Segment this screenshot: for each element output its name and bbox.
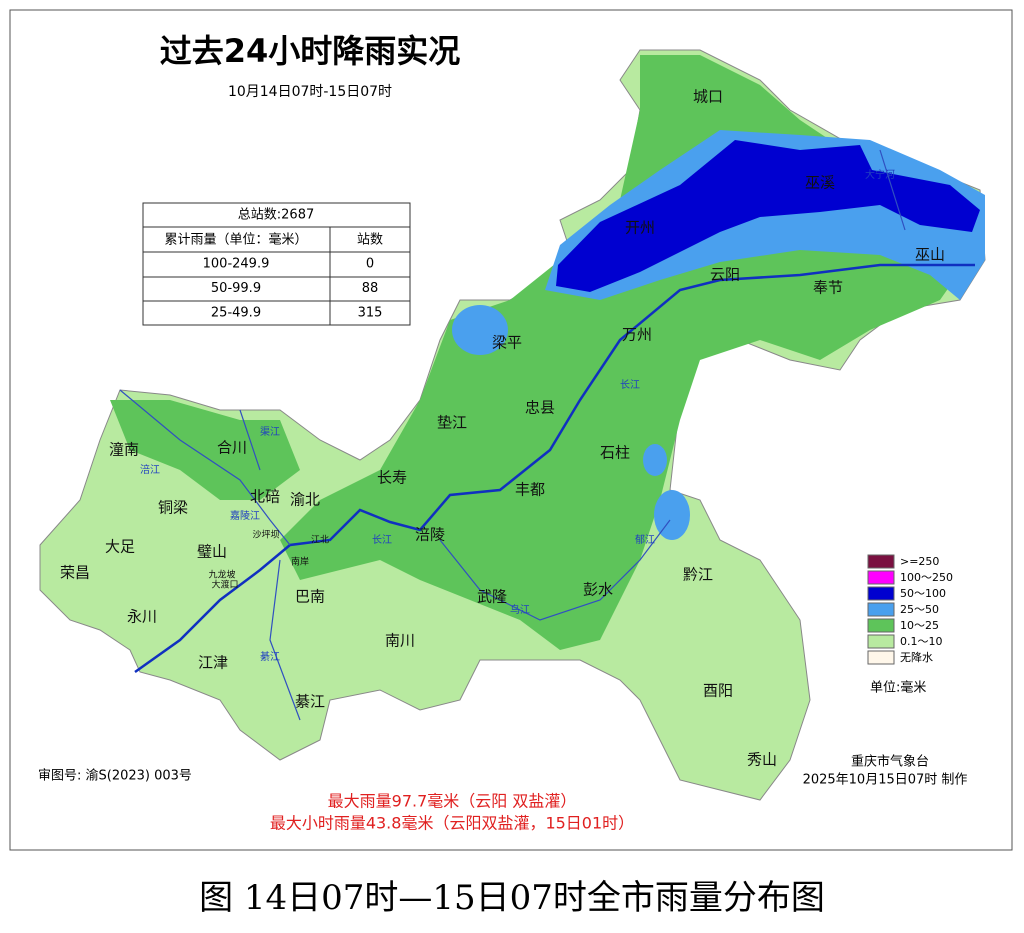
- legend-label: 50～100: [900, 587, 946, 600]
- legend-swatch: [867, 602, 895, 617]
- legend-label: 0.1～10: [900, 635, 943, 648]
- place-label: 潼南: [109, 441, 139, 459]
- place-label: 彭水: [583, 581, 613, 599]
- place-label: 涪陵: [415, 526, 445, 544]
- rain-10-25: [110, 400, 300, 500]
- river-label: 郁江: [635, 533, 655, 546]
- place-label: 合川: [217, 439, 247, 457]
- place-label: 秀山: [747, 751, 777, 769]
- legend-label: 无降水: [900, 650, 933, 664]
- title: 过去24小时降雨实况: [160, 32, 461, 70]
- place-label: 奉节: [813, 279, 843, 297]
- river-label: 长江: [372, 534, 392, 546]
- place-label: 江津: [198, 654, 228, 672]
- org: 重庆市气象台: [851, 754, 929, 770]
- place-label: 忠县: [525, 399, 555, 417]
- table-cell: 25-49.9: [211, 306, 261, 321]
- place-label: 璧山: [197, 543, 227, 561]
- made-time: 2025年10月15日07时 制作: [803, 773, 968, 788]
- legend-swatch: [867, 634, 895, 649]
- place-label: 万州: [622, 326, 652, 344]
- place-label: 巴南: [295, 588, 325, 606]
- river-label: 綦江: [260, 650, 280, 663]
- river-label: 渠江: [260, 426, 280, 438]
- place-label: 荣昌: [60, 564, 90, 582]
- rain-25-50: [452, 305, 508, 355]
- legend-swatch: [867, 554, 895, 569]
- place-label: 大渡口: [211, 579, 238, 591]
- place-label: 永川: [127, 608, 157, 626]
- max-rain: 最大雨量97.7毫米（云阳 双盐灌）: [328, 792, 577, 811]
- legend-swatch: [867, 650, 895, 665]
- place-label: 云阳: [710, 266, 740, 284]
- place-label: 丰都: [515, 481, 545, 499]
- place-label: 梁平: [492, 334, 522, 352]
- place-label: 黔江: [683, 566, 713, 584]
- legend-label: 10～25: [900, 619, 939, 632]
- place-label: 酉阳: [703, 682, 733, 700]
- place-label: 垫江: [437, 414, 467, 432]
- place-label: 武隆: [477, 588, 507, 606]
- table-header: 累计雨量（单位：毫米）: [164, 232, 307, 248]
- caption: 图 14日07时—15日07时全市雨量分布图: [199, 878, 825, 918]
- rain-25-50: [654, 490, 690, 540]
- river-label: 涪江: [140, 463, 160, 476]
- place-label: 铜梁: [158, 499, 188, 517]
- legend-label: 25～50: [900, 603, 939, 616]
- river: [119, 149, 906, 721]
- table-cell: 100-249.9: [203, 257, 270, 272]
- table-total: 总站数:2687: [238, 208, 314, 223]
- river: [134, 263, 975, 674]
- table-cell: 88: [362, 281, 379, 296]
- review-number: 审图号: 渝S(2023) 003号: [38, 768, 192, 784]
- place-label: 长寿: [377, 469, 407, 487]
- place-label: 綦江: [295, 693, 325, 711]
- legend: >=250 100～250 50～100 25～50 10～25 0.1～10 无降水: [867, 554, 953, 665]
- river-label: 乌江: [510, 603, 530, 616]
- rain-25-50: [643, 444, 667, 476]
- river-label: 嘉陵江: [230, 509, 260, 522]
- legend-label: >=250: [900, 555, 939, 568]
- place-label: 开州: [625, 219, 655, 237]
- place-label: 巫溪: [805, 174, 835, 192]
- subtitle: 10月14日07时-15日07时: [228, 84, 392, 100]
- max-hourly: 最大小时雨量43.8毫米（云阳双盐灌，15日01时）: [270, 814, 634, 833]
- place-label: 江北: [311, 535, 329, 546]
- place-label: 沙坪坝: [252, 530, 279, 541]
- place-label: 南岸: [291, 556, 309, 568]
- legend-label: 100～250: [900, 571, 953, 584]
- place-label: 九龙坡: [208, 569, 235, 581]
- table-cell: 0: [366, 257, 374, 272]
- table-cell: 315: [358, 306, 383, 321]
- table-header: 站数: [357, 233, 383, 248]
- place-label: 北碚: [250, 488, 280, 506]
- legend-swatch: [867, 586, 895, 601]
- legend-unit: 单位:毫米: [870, 680, 926, 696]
- place-label: 巫山: [915, 246, 945, 264]
- place-label: 大足: [105, 538, 135, 556]
- rain-50-100: [556, 140, 980, 292]
- place-label: 城口: [693, 88, 723, 106]
- table-cell: 50-99.9: [211, 281, 261, 296]
- legend-swatch: [867, 570, 895, 585]
- place-label: 渝北: [290, 491, 320, 509]
- legend-swatch: [867, 618, 895, 633]
- place-label: 石柱: [600, 444, 630, 462]
- river-label: 长江: [620, 379, 640, 391]
- station-table: 总站数:2687 累计雨量（单位：毫米） 站数 100-249.9 0 50-99.…: [142, 202, 411, 326]
- place-label: 南川: [385, 632, 415, 650]
- table-border: [142, 202, 411, 326]
- river-label: 大宁河: [865, 168, 895, 181]
